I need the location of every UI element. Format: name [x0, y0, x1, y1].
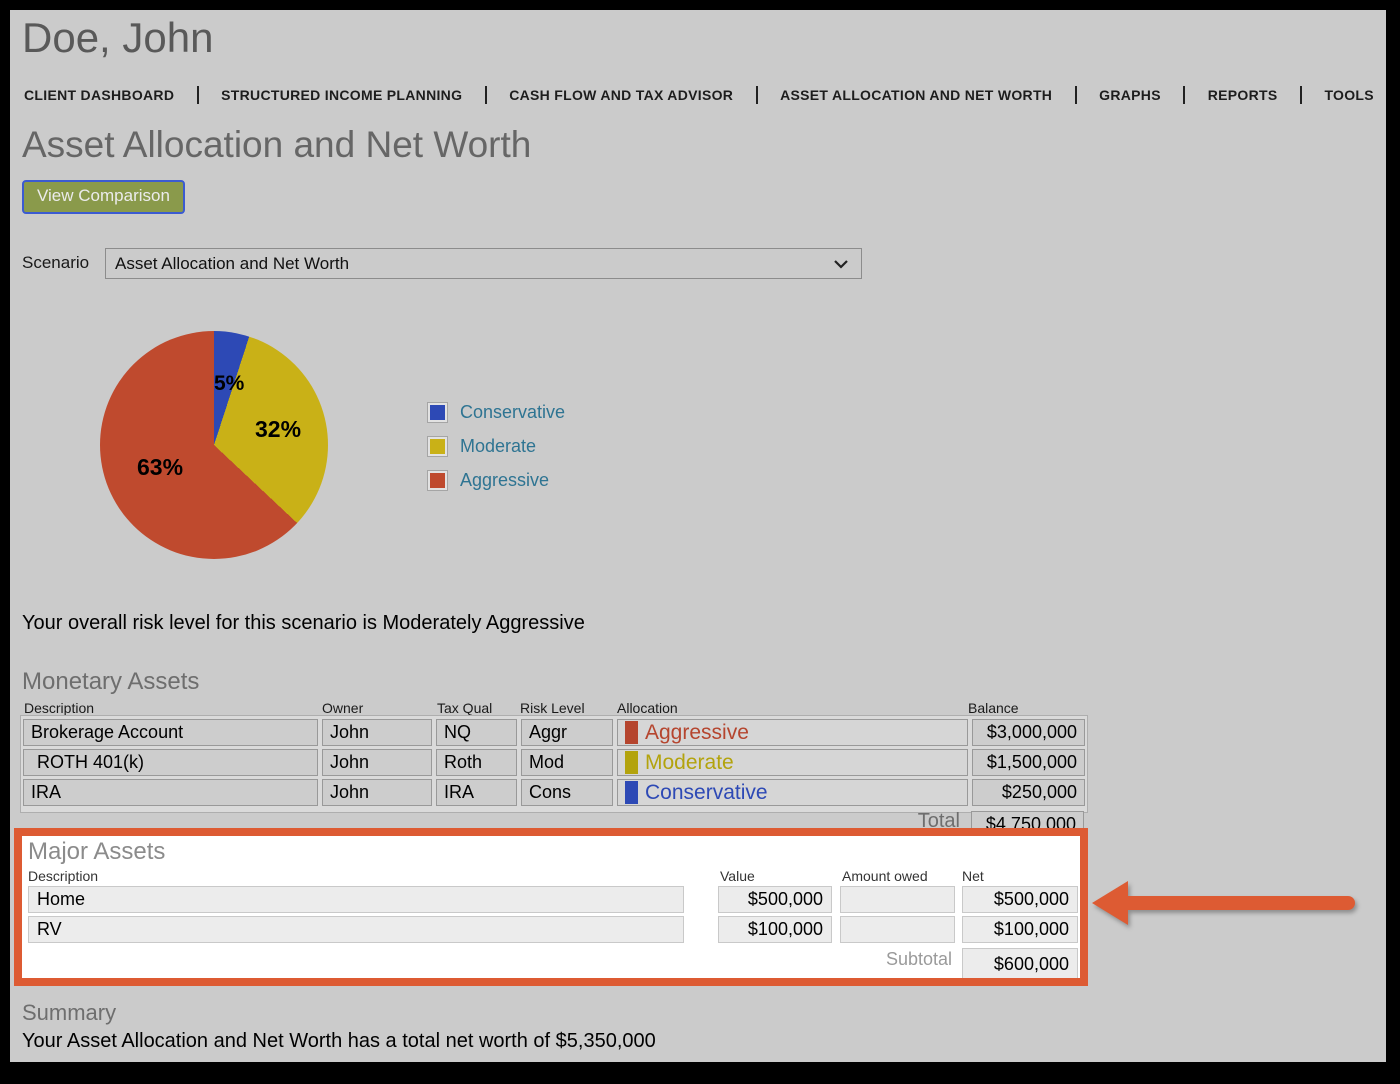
monetary-allocation-cell[interactable]: Moderate	[617, 749, 968, 776]
main-nav: CLIENT DASHBOARD STRUCTURED INCOME PLANN…	[24, 86, 1374, 104]
allocation-label: Conservative	[645, 780, 768, 804]
nav-cash-flow-tax-advisor[interactable]: CASH FLOW AND TAX ADVISOR	[509, 87, 734, 103]
scenario-selected-value: Asset Allocation and Net Worth	[115, 253, 350, 273]
chevron-down-icon	[834, 260, 848, 269]
major-value-input[interactable]: $100,000	[718, 916, 832, 943]
monetary-balance-cell[interactable]: $3,000,000	[972, 719, 1085, 746]
monetary-owner-cell[interactable]: John	[322, 719, 432, 746]
monetary-taxqual-cell[interactable]: NQ	[436, 719, 517, 746]
major-assets-highlight-box: Major Assets Description Value Amount ow…	[14, 828, 1088, 986]
major-amount-owed-input[interactable]	[840, 886, 955, 913]
page-title: Asset Allocation and Net Worth	[22, 124, 532, 165]
monetary-risklevel-cell[interactable]: Mod	[521, 749, 613, 776]
annotation-arrow	[1092, 881, 1364, 925]
allocation-label: Moderate	[645, 750, 734, 774]
pie-slice-label-conservative: 5%	[214, 372, 245, 395]
major-value-input[interactable]: $500,000	[718, 886, 832, 913]
monetary-assets-table: Brokerage Account John NQ Aggr Aggressiv…	[20, 715, 1088, 813]
nav-tools[interactable]: TOOLS	[1324, 87, 1374, 103]
allocation-color-swatch	[625, 751, 638, 774]
col-header-tax-qual: Tax Qual	[437, 700, 493, 716]
app-window: Doe, John CLIENT DASHBOARD STRUCTURED IN…	[10, 10, 1386, 1062]
summary-heading: Summary	[22, 1000, 117, 1025]
legend-item-conservative: Conservative	[427, 401, 566, 423]
nav-reports[interactable]: REPORTS	[1207, 87, 1278, 103]
major-net-value: $500,000	[962, 886, 1078, 913]
nav-structured-income-planning[interactable]: STRUCTURED INCOME PLANNING	[221, 87, 463, 103]
mj-col-header-value: Value	[720, 868, 755, 884]
monetary-allocation-cell[interactable]: Conservative	[617, 779, 968, 806]
nav-graphs[interactable]: GRAPHS	[1099, 87, 1161, 103]
legend-swatch-aggressive	[427, 469, 448, 491]
pie-slice-label-aggressive: 63%	[137, 454, 184, 480]
arrow-head-icon	[1092, 881, 1128, 925]
total-label: Total	[917, 810, 960, 832]
allocation-color-swatch	[625, 781, 638, 804]
pie-slice-label-moderate: 32%	[255, 416, 302, 442]
legend-swatch-moderate	[427, 435, 448, 457]
mj-col-header-amount-owed: Amount owed	[842, 868, 928, 884]
monetary-description-cell[interactable]: ROTH 401(k)	[23, 749, 318, 776]
col-header-description: Description	[24, 700, 95, 716]
col-header-balance: Balance	[968, 700, 1019, 716]
nav-divider	[484, 86, 487, 104]
nav-divider	[1183, 86, 1186, 104]
nav-divider	[1074, 86, 1077, 104]
major-assets-heading: Major Assets	[28, 838, 166, 865]
allocation-pie-chart	[100, 331, 328, 559]
monetary-assets-heading: Monetary Assets	[22, 668, 200, 695]
allocation-color-swatch	[625, 721, 638, 744]
nav-divider	[1299, 86, 1302, 104]
monetary-allocation-cell[interactable]: Aggressive	[617, 719, 968, 746]
major-description-input[interactable]: Home	[28, 886, 684, 913]
summary-text: Your Asset Allocation and Net Worth has …	[22, 1030, 656, 1052]
arrow-shaft	[1125, 896, 1355, 910]
monetary-taxqual-cell[interactable]: Roth	[436, 749, 517, 776]
major-description-input[interactable]: RV	[28, 916, 684, 943]
monetary-description-cell[interactable]: Brokerage Account	[23, 719, 318, 746]
view-comparison-button[interactable]: View Comparison	[22, 180, 185, 214]
monetary-owner-cell[interactable]: John	[322, 749, 432, 776]
nav-divider	[755, 86, 758, 104]
subtotal-value: $600,000	[962, 948, 1078, 978]
subtotal-label: Subtotal	[885, 949, 952, 969]
legend-item-moderate: Moderate	[427, 435, 565, 457]
col-header-risk-level: Risk Level	[520, 700, 585, 716]
major-net-value: $100,000	[962, 916, 1078, 943]
monetary-description-cell[interactable]: IRA	[23, 779, 318, 806]
nav-asset-allocation-net-worth[interactable]: ASSET ALLOCATION AND NET WORTH	[780, 87, 1053, 103]
scenario-select[interactable]: Asset Allocation and Net Worth	[105, 248, 862, 279]
monetary-owner-cell[interactable]: John	[322, 779, 432, 806]
risk-statement: Your overall risk level for this scenari…	[22, 612, 585, 634]
client-name: Doe, John	[22, 14, 214, 61]
col-header-allocation: Allocation	[617, 700, 678, 716]
allocation-label: Aggressive	[645, 720, 749, 744]
monetary-risklevel-cell[interactable]: Cons	[521, 779, 613, 806]
monetary-taxqual-cell[interactable]: IRA	[436, 779, 517, 806]
col-header-owner: Owner	[322, 700, 364, 716]
legend-label: Conservative	[460, 401, 566, 422]
legend-label: Moderate	[460, 435, 537, 456]
mj-col-header-net: Net	[962, 868, 984, 884]
legend-item-aggressive: Aggressive	[427, 469, 565, 491]
nav-client-dashboard[interactable]: CLIENT DASHBOARD	[24, 87, 175, 103]
scenario-label: Scenario	[22, 253, 90, 272]
monetary-balance-cell[interactable]: $1,500,000	[972, 749, 1085, 776]
monetary-risklevel-cell[interactable]: Aggr	[521, 719, 613, 746]
nav-divider	[196, 86, 199, 104]
monetary-balance-cell[interactable]: $250,000	[972, 779, 1085, 806]
legend-label: Aggressive	[460, 469, 550, 490]
pie-legend: Conservative Moderate Aggressive	[427, 401, 566, 491]
major-amount-owed-input[interactable]	[840, 916, 955, 943]
mj-col-header-description: Description	[28, 868, 99, 884]
legend-swatch-conservative	[427, 401, 448, 423]
